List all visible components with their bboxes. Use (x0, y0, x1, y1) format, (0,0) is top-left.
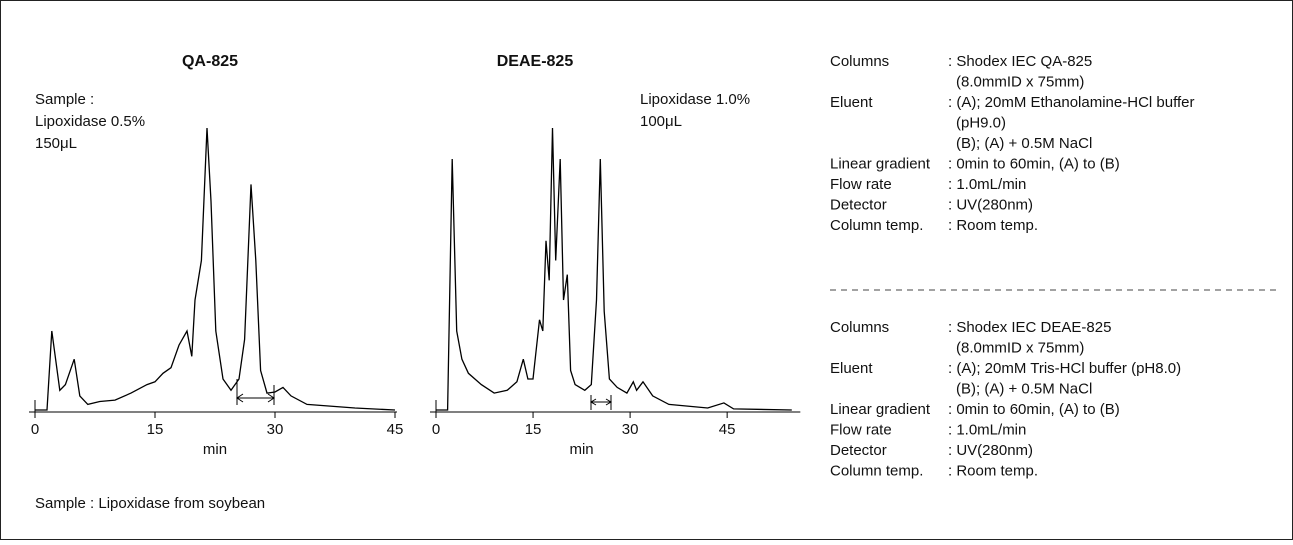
condition-label: Columns (830, 53, 889, 70)
x-tick-label: 15 (525, 421, 542, 438)
condition-label: Detector (830, 196, 887, 213)
condition-label: Eluent (830, 360, 873, 377)
condition-label: Flow rate (830, 421, 892, 438)
x-tick-label: 45 (387, 421, 404, 438)
condition-label: Column temp. (830, 217, 923, 234)
condition-value: : Shodex IEC QA-825 (948, 53, 1092, 70)
condition-label: Column temp. (830, 462, 923, 479)
x-tick-label: 0 (31, 421, 39, 438)
x-axis-label: min (569, 441, 593, 458)
condition-value: : 0min to 60min, (A) to (B) (948, 155, 1120, 172)
x-axis-label: min (203, 441, 227, 458)
condition-label: Linear gradient (830, 401, 931, 418)
annotation: Sample : (35, 91, 94, 108)
footnote: Sample : Lipoxidase from soybean (35, 495, 265, 512)
condition-value: : 1.0mL/min (948, 421, 1026, 438)
condition-value: : UV(280nm) (948, 442, 1033, 459)
x-tick-label: 15 (147, 421, 164, 438)
annotation: 150μL (35, 135, 77, 152)
condition-value: : (A); 20mM Ethanolamine-HCl buffer (948, 94, 1194, 111)
condition-value: : Room temp. (948, 217, 1038, 234)
condition-label: Linear gradient (830, 155, 931, 172)
condition-value: (8.0mmID x 75mm) (956, 339, 1084, 356)
chart-title: DEAE-825 (497, 53, 574, 70)
x-tick-label: 0 (432, 421, 440, 438)
annotation: 100μL (640, 113, 682, 130)
x-tick-label: 30 (267, 421, 284, 438)
condition-value: (8.0mmID x 75mm) (956, 73, 1084, 90)
condition-value: (B); (A) + 0.5M NaCl (956, 135, 1092, 152)
condition-label: Columns (830, 319, 889, 336)
condition-label: Eluent (830, 94, 873, 111)
condition-value: : UV(280nm) (948, 196, 1033, 213)
condition-value: (pH9.0) (956, 114, 1006, 131)
x-tick-label: 45 (719, 421, 736, 438)
annotation: Lipoxidase 1.0% (640, 91, 750, 108)
condition-value: : (A); 20mM Tris-HCl buffer (pH8.0) (948, 360, 1181, 377)
annotation-arrows (236, 379, 612, 410)
condition-value: : Room temp. (948, 462, 1038, 479)
chromatogram-line (35, 127, 396, 411)
chart-title: QA-825 (182, 53, 238, 70)
condition-value: (B); (A) + 0.5M NaCl (956, 380, 1092, 397)
condition-value: : Shodex IEC DEAE-825 (948, 319, 1111, 336)
condition-value: : 1.0mL/min (948, 176, 1026, 193)
x-tick-label: 30 (622, 421, 639, 438)
chromatogram-line (436, 127, 792, 411)
condition-value: : 0min to 60min, (A) to (B) (948, 401, 1120, 418)
condition-label: Flow rate (830, 176, 892, 193)
annotation: Lipoxidase 0.5% (35, 113, 145, 130)
condition-label: Detector (830, 442, 887, 459)
